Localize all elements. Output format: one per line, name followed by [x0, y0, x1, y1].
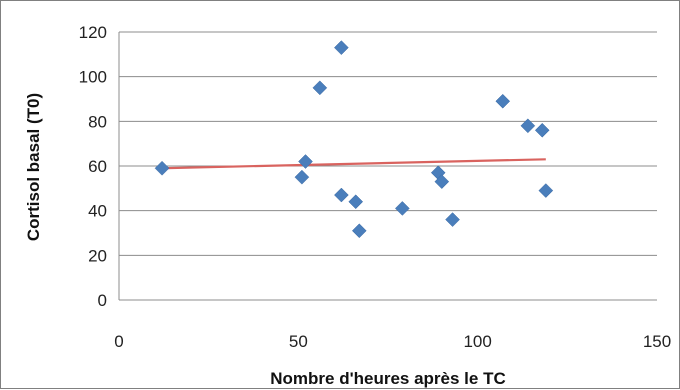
data-point — [298, 154, 313, 169]
data-point — [495, 93, 511, 109]
y-tick-label: 60 — [88, 157, 107, 176]
data-point — [434, 174, 450, 189]
x-tick-label: 150 — [643, 332, 671, 351]
data-point — [394, 201, 410, 216]
y-tick-label: 0 — [98, 291, 107, 310]
data-point — [312, 80, 328, 96]
tick-labels: 0 20 40 60 80 100 120 0 50 100 150 — [79, 23, 672, 351]
x-tick-label: 0 — [114, 332, 123, 351]
data-point — [334, 187, 349, 203]
data-point — [520, 118, 536, 134]
data-point — [334, 40, 349, 55]
y-tick-label: 120 — [79, 23, 107, 42]
data-point — [294, 169, 310, 185]
x-tick-label: 100 — [463, 332, 491, 351]
x-axis-title: Nombre d'heures après le TC — [270, 369, 506, 388]
trendline — [162, 158, 546, 170]
y-tick-label: 20 — [88, 246, 107, 265]
data-point — [445, 212, 460, 227]
y-tick-label: 100 — [79, 68, 107, 87]
data-point — [351, 223, 367, 239]
y-axis-title: Cortisol basal (T0) — [24, 93, 43, 241]
trendline-layer — [162, 158, 546, 170]
data-point — [534, 122, 550, 138]
x-tick-label: 50 — [289, 332, 308, 351]
data-point — [348, 194, 364, 210]
y-tick-label: 40 — [88, 202, 107, 221]
grid-lines — [118, 31, 657, 301]
data-point — [154, 160, 170, 176]
data-points — [154, 40, 554, 239]
y-tick-label: 80 — [88, 112, 107, 131]
data-point — [538, 183, 554, 198]
